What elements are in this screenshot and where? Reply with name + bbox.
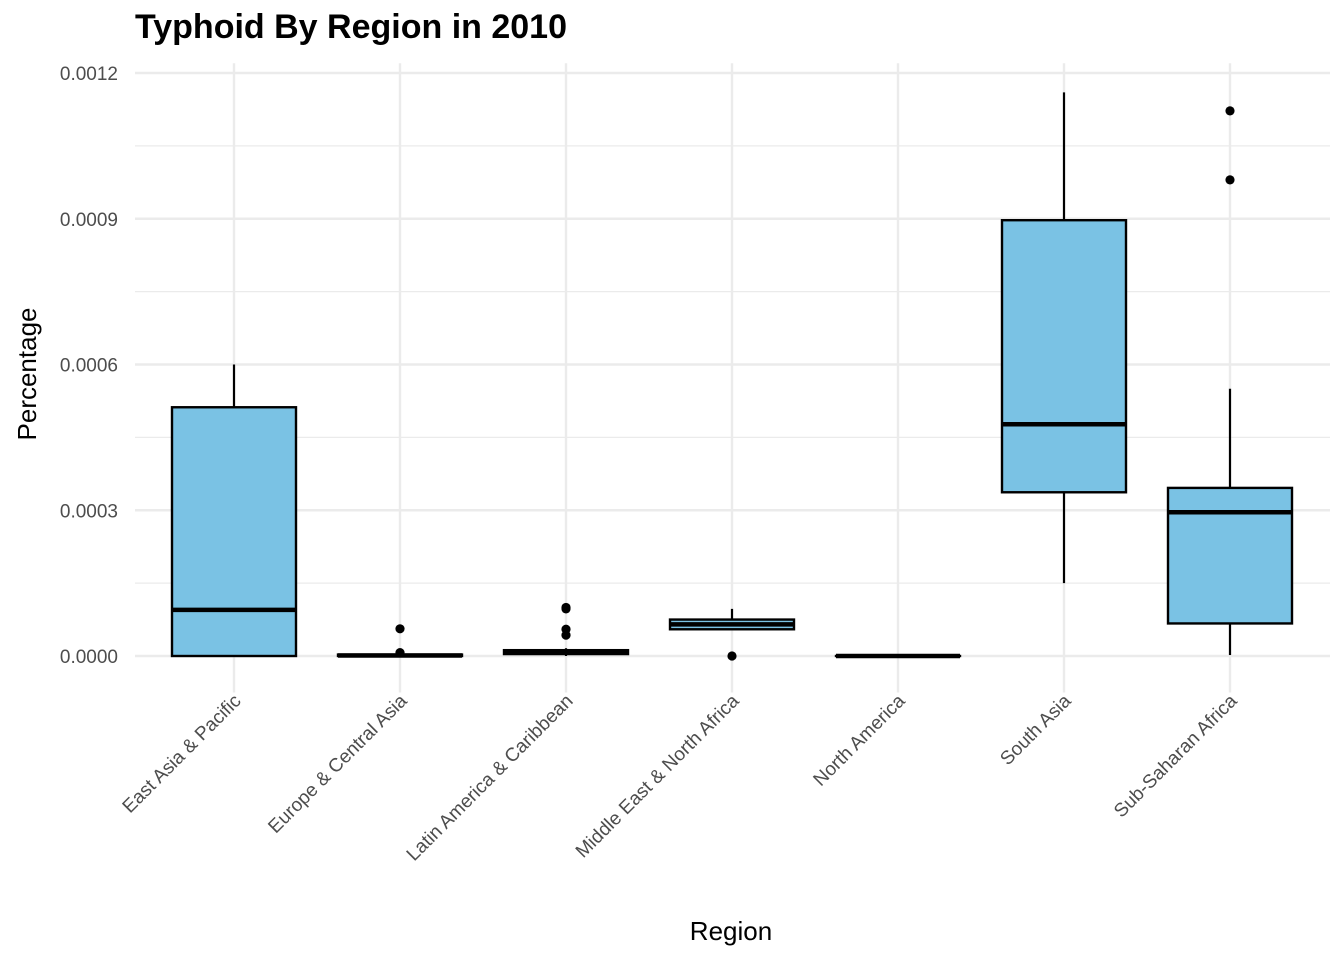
y-axis-title: Percentage — [12, 308, 42, 441]
x-tick-label: Sub-Saharan Africa — [1110, 690, 1242, 822]
y-tick-label: 0.0003 — [60, 501, 118, 522]
outlier-point — [1225, 175, 1235, 185]
x-axis-title: Region — [690, 916, 772, 946]
box-iqr — [1166, 486, 1294, 625]
box-iqr — [170, 406, 298, 658]
outlier-point — [727, 651, 737, 661]
y-tick-label: 0.0006 — [60, 356, 118, 377]
outlier-point — [561, 630, 571, 640]
outlier-point — [561, 604, 571, 614]
x-tick-label: East Asia & Pacific — [119, 691, 246, 818]
y-tick-label: 0.0012 — [60, 64, 118, 85]
x-tick-label: Latin America & Caribbean — [403, 691, 578, 866]
outlier-point — [395, 647, 405, 658]
y-tick-label: 0.0009 — [60, 210, 118, 231]
y-tick-label: 0.0000 — [60, 647, 118, 668]
chart-title: Typhoid By Region in 2010 — [135, 8, 567, 46]
x-tick-label: North America — [810, 690, 910, 790]
outlier-point — [1225, 106, 1235, 116]
x-tick-label: South Asia — [996, 690, 1075, 769]
box-layer — [170, 92, 1294, 661]
box-iqr — [1000, 219, 1128, 494]
grid-layer — [135, 63, 1330, 693]
outlier-point — [395, 624, 405, 634]
x-tick-label: Europe & Central Asia — [264, 690, 411, 837]
x-tick-label: Middle East & North Africa — [572, 690, 744, 862]
